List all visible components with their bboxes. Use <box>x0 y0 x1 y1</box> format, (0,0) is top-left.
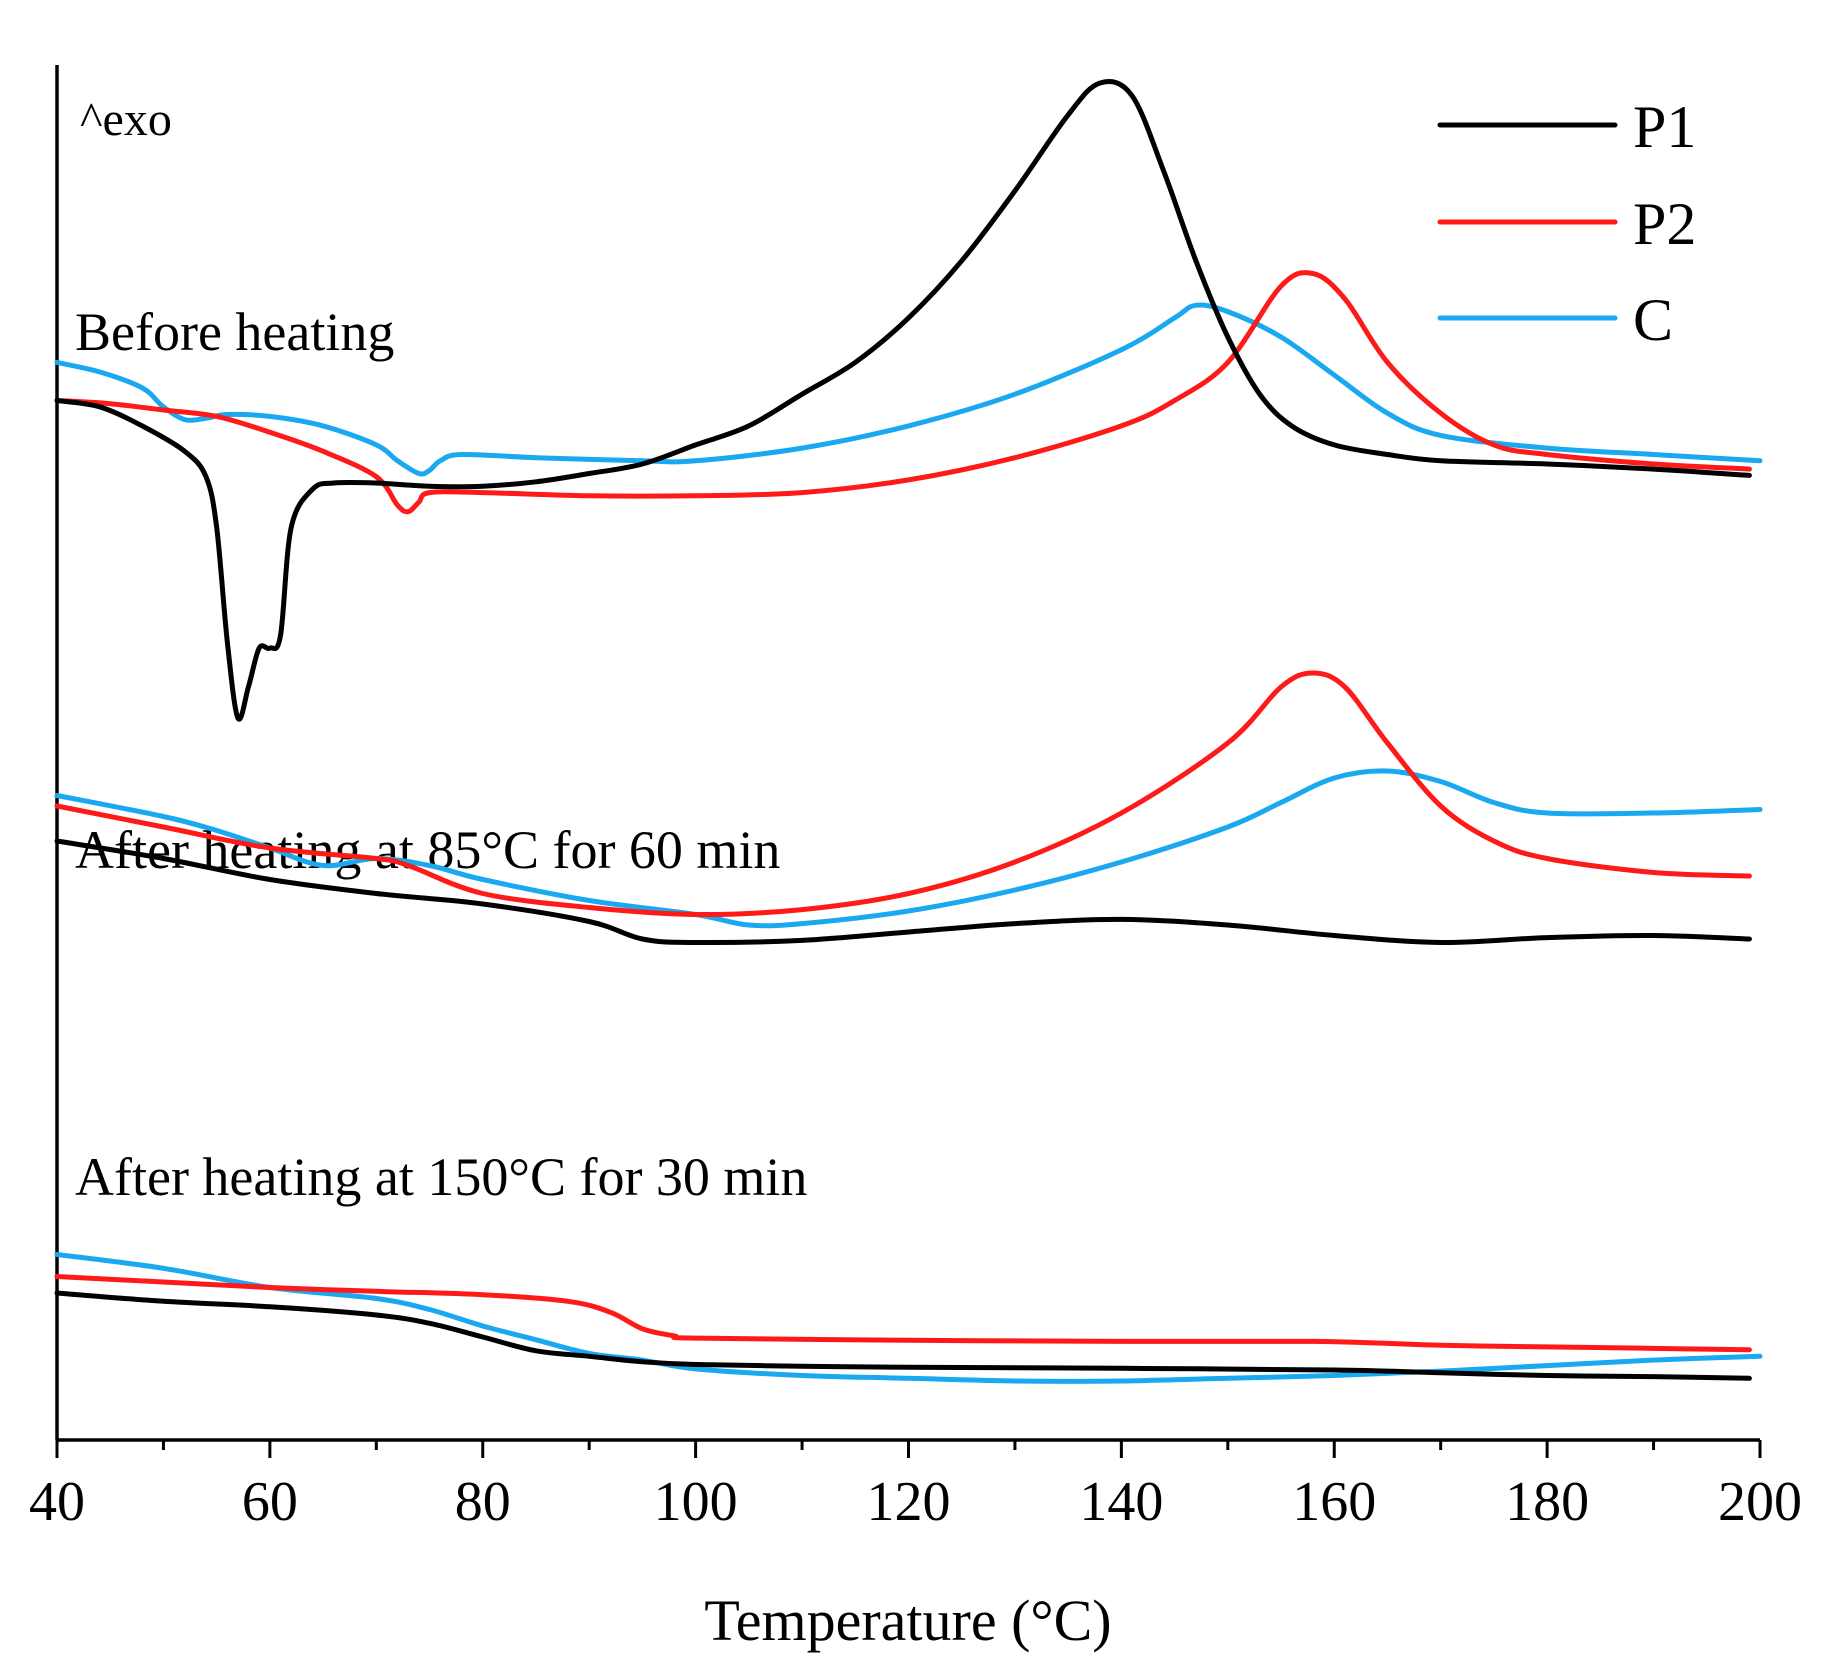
panels: Before heating After heating at 85°C for … <box>54 79 1763 1384</box>
legend-label-p1: P1 <box>1633 94 1696 160</box>
x-tick-label: 140 <box>1079 1471 1163 1533</box>
panel-label: After heating at 150°C for 30 min <box>75 1147 807 1207</box>
axes <box>55 65 1760 1442</box>
x-tick-label: 120 <box>867 1471 951 1533</box>
curve-p2-panel-1 <box>54 270 1752 515</box>
curve-p1-panel-3 <box>54 1290 1752 1381</box>
legend-label-p2: P2 <box>1633 191 1696 257</box>
x-tick-label: 80 <box>455 1471 511 1533</box>
panel-label: Before heating <box>75 302 394 362</box>
curve-c-panel-3 <box>54 1252 1763 1384</box>
x-ticks <box>55 1440 1762 1458</box>
exo-label: ^exo <box>80 93 172 146</box>
x-tick-label: 200 <box>1718 1471 1802 1533</box>
panel-label: After heating at 85°C for 60 min <box>75 820 780 880</box>
panel-1: Before heating <box>54 79 1763 722</box>
x-tick-label: 60 <box>242 1471 298 1533</box>
legend: P1 P2 C <box>1437 94 1696 353</box>
curve-p2-panel-2 <box>54 670 1752 918</box>
x-tick-label: 100 <box>654 1471 738 1533</box>
x-axis-title: Temperature (°C) <box>704 1588 1111 1653</box>
panel-3: After heating at 150°C for 30 min <box>54 1147 1763 1384</box>
x-tick-label: 180 <box>1505 1471 1589 1533</box>
x-tick-label: 160 <box>1292 1471 1376 1533</box>
curve-p1-panel-2 <box>54 838 1752 946</box>
x-tick-labels: 40 60 80 100 120 140 160 180 200 <box>29 1471 1802 1533</box>
curve-c-panel-2 <box>54 768 1763 929</box>
x-tick-label: 40 <box>29 1471 85 1533</box>
panel-2: After heating at 85°C for 60 min <box>54 670 1763 946</box>
curve-p2-panel-3 <box>54 1274 1752 1353</box>
legend-label-c: C <box>1633 287 1673 353</box>
curve-p1-panel-1 <box>54 79 1752 722</box>
